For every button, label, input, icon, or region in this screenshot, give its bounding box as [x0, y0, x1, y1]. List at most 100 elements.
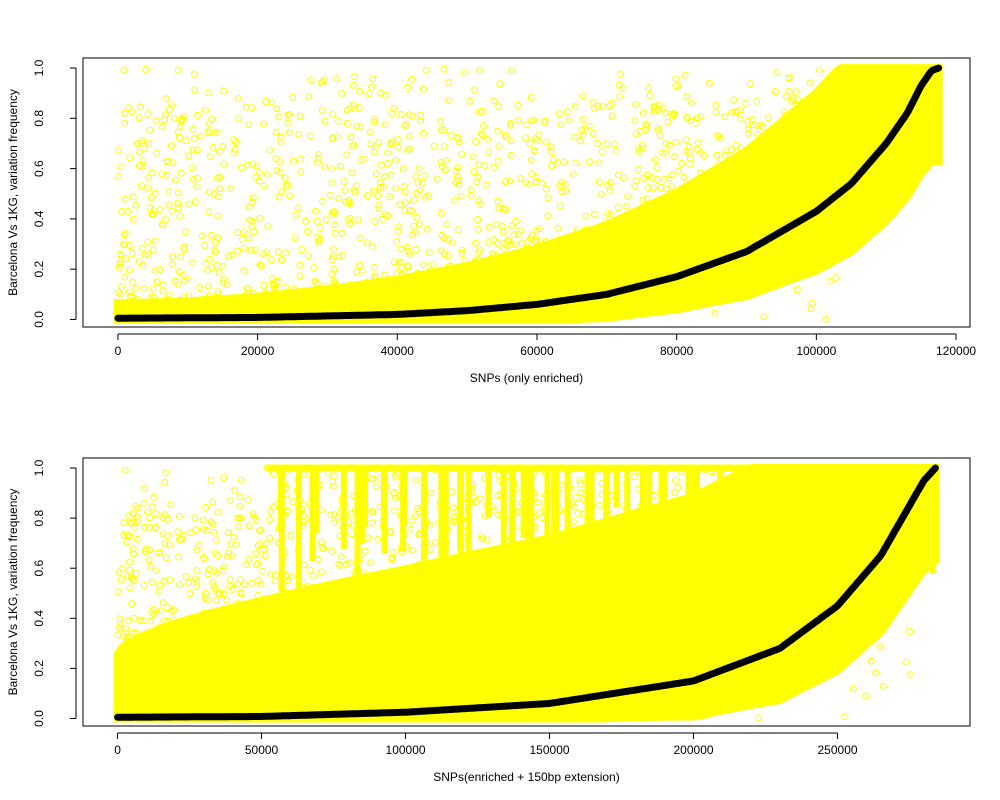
- x-tick-label: 20000: [241, 344, 275, 358]
- data-point: [473, 633, 481, 641]
- data-point: [132, 502, 140, 510]
- data-point: [723, 701, 731, 709]
- data-point: [673, 234, 681, 242]
- data-point: [291, 290, 299, 298]
- data-point: [439, 697, 447, 704]
- data-point: [522, 134, 530, 142]
- data-point: [471, 86, 479, 94]
- data-point: [369, 519, 377, 527]
- data-point: [506, 653, 514, 660]
- data-point: [491, 251, 499, 259]
- data-point: [492, 221, 500, 228]
- data-point: [205, 566, 213, 573]
- data-point: [518, 239, 526, 247]
- data-point: [259, 567, 267, 575]
- data-point: [607, 267, 615, 275]
- data-point: [230, 136, 238, 144]
- data-point: [372, 298, 380, 306]
- data-point: [129, 250, 136, 257]
- data-point: [192, 582, 200, 590]
- data-point: [594, 624, 602, 632]
- data-point: [152, 567, 160, 575]
- data-point: [333, 133, 341, 141]
- data-point: [862, 515, 870, 523]
- data-point: [313, 659, 321, 667]
- data-point: [393, 697, 401, 704]
- data-point: [289, 498, 297, 506]
- data-point: [318, 197, 326, 205]
- data-point: [858, 532, 866, 540]
- data-point: [208, 663, 216, 671]
- data-point: [677, 206, 685, 214]
- data-point: [306, 566, 314, 574]
- data-point: [504, 286, 512, 294]
- data-point: [177, 682, 185, 690]
- data-point: [151, 524, 159, 532]
- data-point: [549, 239, 557, 246]
- data-point: [404, 147, 412, 155]
- data-point: [130, 550, 137, 558]
- data-point: [277, 256, 285, 264]
- data-point: [568, 273, 576, 281]
- data-point: [378, 161, 385, 169]
- data-point: [438, 289, 446, 297]
- data-point: [741, 197, 749, 205]
- data-point: [902, 658, 910, 666]
- data-point: [305, 689, 313, 697]
- data-point: [386, 193, 394, 201]
- data-point: [237, 164, 245, 172]
- data-point: [839, 156, 847, 164]
- data-point: [892, 495, 899, 502]
- data-point: [206, 255, 214, 263]
- data-point: [473, 256, 481, 263]
- data-point: [758, 497, 766, 505]
- data-point: [647, 638, 655, 646]
- data-point: [150, 206, 158, 214]
- data-point: [507, 265, 515, 273]
- data-point: [180, 294, 188, 302]
- data-point: [387, 139, 394, 147]
- data-point: [737, 204, 745, 212]
- data-point: [577, 658, 584, 666]
- data-point: [414, 672, 422, 680]
- data-point: [297, 155, 305, 163]
- data-point: [401, 299, 409, 307]
- data-point: [699, 576, 707, 584]
- data-point: [707, 652, 715, 659]
- data-point: [137, 700, 145, 708]
- data-point: [121, 195, 129, 203]
- x-axis-label: SNPs (only enriched): [470, 371, 583, 385]
- data-point: [672, 82, 680, 90]
- data-point: [631, 580, 639, 588]
- data-point: [156, 266, 164, 273]
- data-point: [137, 103, 145, 111]
- data-point: [260, 182, 268, 190]
- data-point: [412, 696, 420, 704]
- data-point: [464, 654, 471, 662]
- data-point: [125, 661, 133, 668]
- data-point: [139, 156, 147, 164]
- data-point: [604, 210, 612, 218]
- data-point: [435, 672, 443, 679]
- data-point: [683, 225, 691, 233]
- data-point: [261, 552, 269, 560]
- data-point: [437, 209, 445, 217]
- data-point: [644, 184, 652, 192]
- data-point: [159, 599, 167, 607]
- data-point: [276, 652, 284, 660]
- data-point: [779, 128, 787, 136]
- data-point: [269, 274, 276, 282]
- data-point: [497, 687, 505, 695]
- data-point: [554, 224, 562, 232]
- data-point: [219, 567, 227, 575]
- data-point: [516, 227, 524, 235]
- data-point: [191, 679, 199, 686]
- x-tick-label: 250000: [818, 743, 858, 757]
- data-point: [910, 566, 918, 574]
- data-point: [499, 295, 507, 303]
- data-point: [166, 699, 174, 707]
- data-point: [631, 587, 639, 595]
- data-point: [803, 515, 811, 523]
- data-point: [356, 629, 363, 637]
- data-point: [681, 206, 689, 214]
